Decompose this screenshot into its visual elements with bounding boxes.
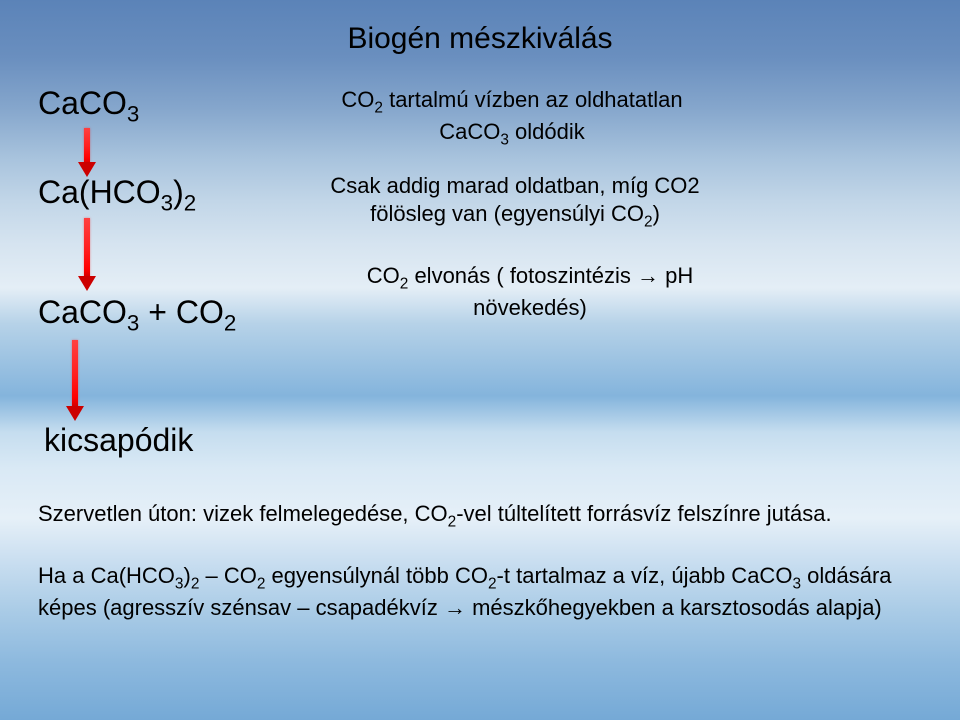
arrow-icon [84,128,90,164]
desc-line-1: CO2 tartalmú vízben az oldhatatlan CaCO3… [332,86,692,149]
desc-line-3: CO2 elvonás ( fotoszintézis → pH növeked… [320,262,740,321]
formula-caco3: CaCO3 [38,85,139,127]
arrow-icon [84,218,90,278]
slide: Biogén mészkiválás CaCO3 Ca(HCO3)2 CaCO3… [0,0,960,720]
body-paragraph-1: Szervetlen úton: vizek felmelegedése, CO… [38,500,918,532]
desc-line-2: Csak addig marad oldatban, míg CO2 fölös… [300,172,730,231]
formula-caco3-co2: CaCO3 + CO2 [38,294,236,336]
slide-title: Biogén mészkiválás [0,22,960,56]
arrow-icon [72,340,78,408]
label-kicsapodik: kicsapódik [44,422,193,459]
formula-cahco3: Ca(HCO3)2 [38,174,196,216]
body-paragraph-2: Ha a Ca(HCO3)2 – CO2 egyensúlynál több C… [38,562,918,621]
